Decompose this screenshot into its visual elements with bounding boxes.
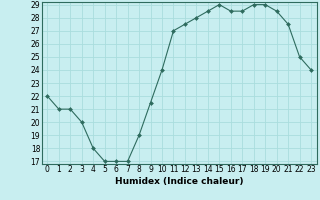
X-axis label: Humidex (Indice chaleur): Humidex (Indice chaleur)	[115, 177, 244, 186]
